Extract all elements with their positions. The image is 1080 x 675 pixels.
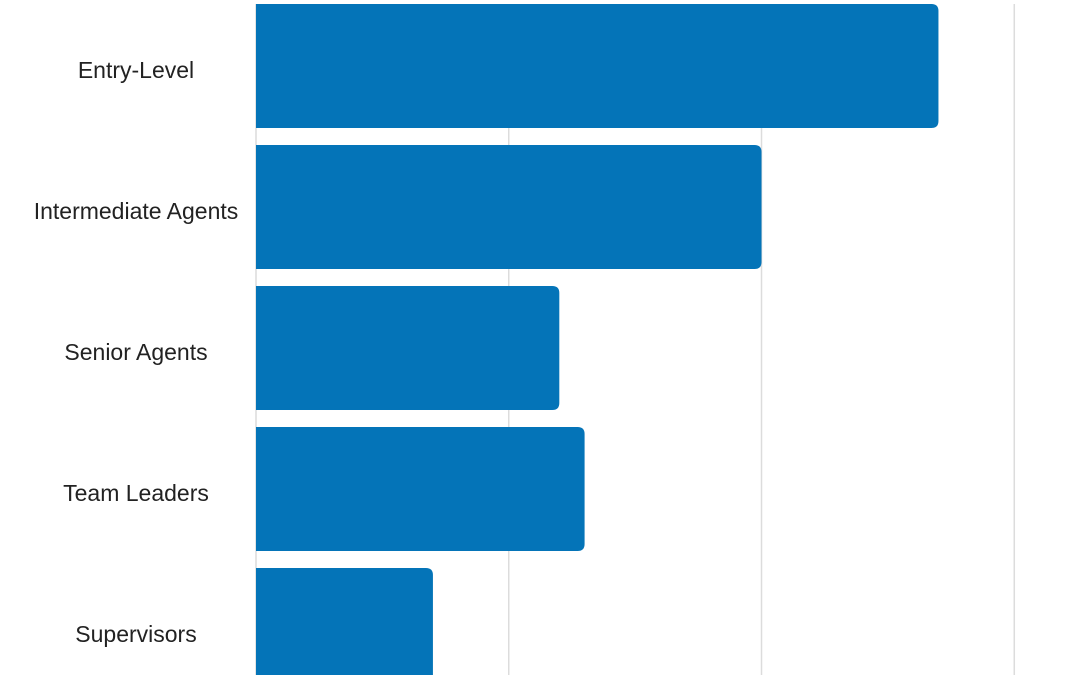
bar bbox=[256, 427, 585, 551]
bar bbox=[256, 568, 433, 675]
category-label: Intermediate Agents bbox=[34, 198, 239, 224]
category-label: Team Leaders bbox=[63, 480, 209, 506]
category-label: Entry-Level bbox=[78, 57, 194, 83]
category-label: Senior Agents bbox=[64, 339, 207, 365]
category-label: Supervisors bbox=[75, 621, 196, 647]
bar bbox=[256, 4, 939, 128]
bar bbox=[256, 286, 560, 410]
bar bbox=[256, 145, 762, 269]
